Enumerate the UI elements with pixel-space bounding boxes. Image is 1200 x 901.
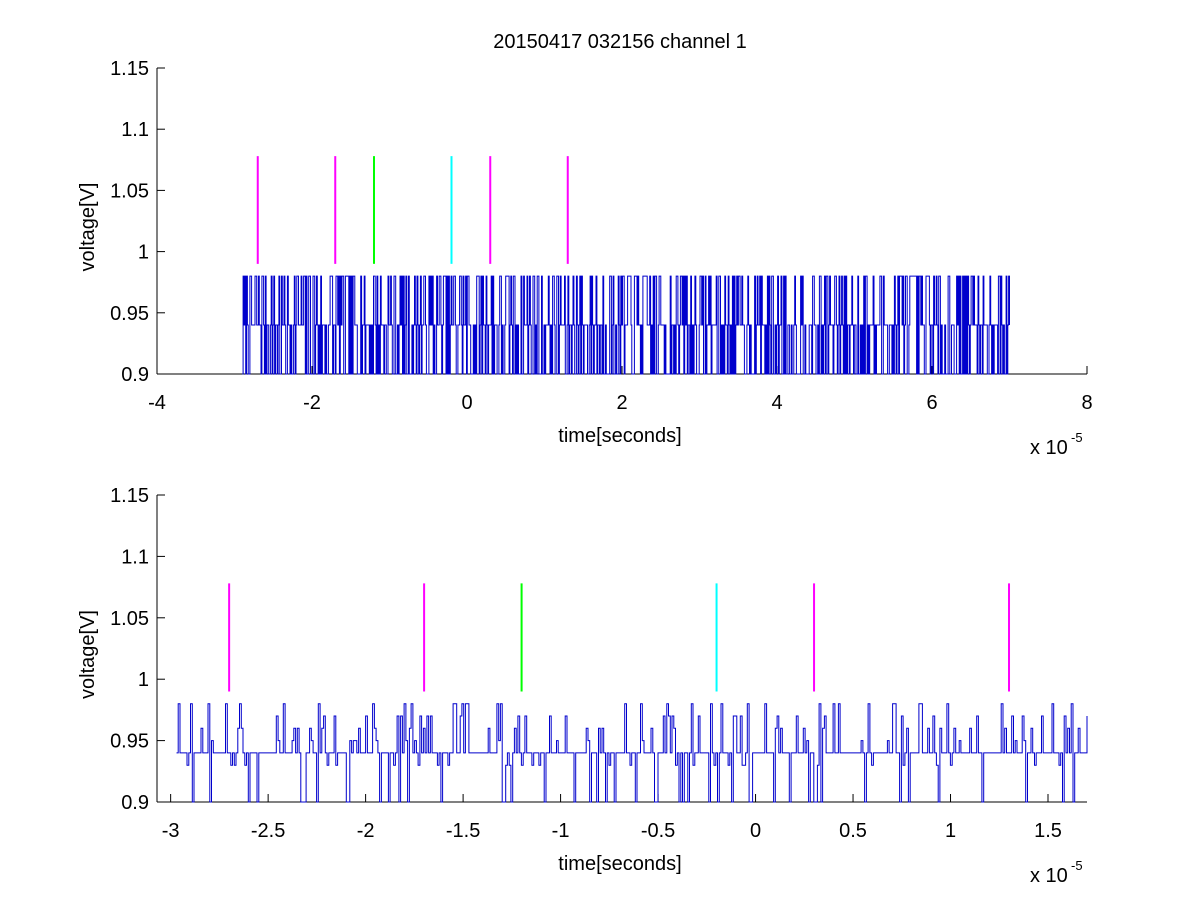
bottom-x-tick-label: -1.5	[446, 820, 480, 842]
bottom-x-tick-label: -1	[552, 820, 570, 842]
bottom-x-tick-label: 0	[750, 820, 761, 842]
bottom-x-tick-label: -0.5	[641, 820, 675, 842]
top-plot: -4 -2 0 2 4 6 8 0.9 0.95 1 1.05 1.1 1.15 time[seconds…	[77, 58, 1093, 459]
bottom-y-tick-label: 1.1	[121, 546, 149, 568]
top-signal-line	[242, 275, 1010, 375]
top-x-tick-label: 4	[771, 392, 782, 414]
bottom-x-tick-label: -2.5	[251, 820, 285, 842]
bottom-plot: -3 -2.5 -2 -1.5 -1 -0.5 0 0.5 1 1.5 0.9 0.95 1 1.05 1.…	[77, 485, 1088, 887]
top-y-tick-label: 1	[138, 242, 149, 264]
top-y-tick-label: 0.9	[121, 364, 149, 386]
bottom-x-axis-label: time[seconds]	[558, 853, 681, 875]
bottom-x-tick-label: 1.5	[1034, 820, 1062, 842]
top-x-multiplier-exponent: -5	[1071, 430, 1083, 445]
bottom-y-tick-label: 0.95	[110, 731, 149, 753]
top-x-tick-label: 2	[616, 392, 627, 414]
top-y-tick-label: 0.95	[110, 303, 149, 325]
top-y-tick-label: 1.15	[110, 58, 149, 80]
bottom-x-tick-label: -2	[357, 820, 375, 842]
top-x-tick-label: -4	[148, 392, 166, 414]
top-x-tick-label: -2	[303, 392, 321, 414]
top-y-tick-label: 1.1	[121, 119, 149, 141]
bottom-y-tick-label: 1	[138, 669, 149, 691]
bottom-y-axis-label: voltage[V]	[77, 610, 99, 699]
top-y-axis-label: voltage[V]	[77, 183, 99, 272]
bottom-x-tick-label: -3	[162, 820, 180, 842]
top-x-axis-label: time[seconds]	[558, 425, 681, 447]
bottom-x-multiplier: x 10	[1030, 865, 1068, 887]
bottom-x-tick-label: 1	[945, 820, 956, 842]
figure-title: 20150417 032156 channel 1	[493, 31, 747, 53]
top-x-tick-label: 0	[461, 392, 472, 414]
top-x-multiplier: x 10	[1030, 437, 1068, 459]
bottom-y-tick-label: 0.9	[121, 792, 149, 814]
bottom-x-multiplier-exponent: -5	[1071, 858, 1083, 873]
bottom-y-tick-label: 1.15	[110, 485, 149, 507]
top-x-tick-label: 6	[926, 392, 937, 414]
bottom-x-tick-label: 0.5	[839, 820, 867, 842]
top-y-tick-label: 1.05	[110, 180, 149, 202]
bottom-y-tick-label: 1.05	[110, 608, 149, 630]
top-x-tick-label: 8	[1081, 392, 1092, 414]
bottom-signal-line	[176, 703, 1088, 803]
